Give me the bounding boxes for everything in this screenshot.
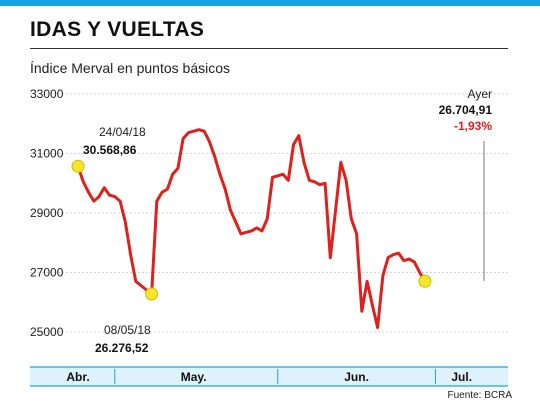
x-tick-label: Jul.: [451, 370, 472, 384]
series-point: [113, 195, 117, 198]
y-tick-label: 29000: [30, 206, 64, 220]
series-point: [381, 274, 385, 277]
x-axis-band: [30, 367, 508, 386]
series-point: [392, 253, 395, 256]
y-tick-label: 31000: [30, 147, 64, 161]
series-point: [160, 190, 164, 194]
series-point: [208, 140, 211, 143]
series-point: [181, 137, 185, 140]
highlight-min-point: [145, 287, 159, 301]
series-point: [323, 182, 327, 185]
series-point: [292, 143, 295, 146]
chart-title: IDAS Y VUELTAS: [30, 18, 205, 41]
top-accent-bar: [0, 0, 540, 6]
merval-series-line: [76, 128, 427, 329]
y-tick-label: 33000: [30, 87, 64, 101]
series-point: [308, 179, 311, 182]
series-point: [255, 226, 258, 230]
x-axis: Abr. May. Jun. Jul.: [66, 369, 472, 384]
series-point: [376, 326, 379, 329]
series-point: [244, 231, 248, 234]
series-point: [407, 257, 411, 261]
series-point: [344, 179, 348, 182]
series-point: [103, 186, 106, 189]
series-point: [134, 280, 138, 283]
series-point: [82, 180, 85, 184]
series-point: [297, 134, 301, 137]
y-tick-labels: 25000 27000 29000 31000 33000: [30, 87, 64, 339]
series-point: [313, 180, 316, 184]
series-point: [239, 232, 243, 236]
series-point: [397, 251, 400, 255]
series-point: [355, 232, 358, 236]
chart-subtitle: Índice Merval en puntos básicos: [30, 60, 230, 76]
series-point: [92, 199, 96, 203]
series-point: [187, 131, 190, 134]
annotation-last-date: Ayer: [468, 87, 492, 101]
source-credit: Fuente: BCRA: [447, 390, 512, 401]
series-point: [339, 161, 343, 164]
annotation-min-date: 08/05/18: [104, 323, 151, 337]
series-point: [118, 199, 122, 203]
series-point: [234, 220, 237, 224]
series-point: [197, 128, 201, 131]
series-point: [166, 187, 169, 191]
series-point: [329, 256, 332, 259]
series-point: [171, 173, 174, 176]
series-point: [87, 190, 90, 194]
series-point: [386, 256, 390, 259]
series-point: [402, 259, 406, 262]
series-point: [97, 195, 101, 198]
annotation-start-value: 30.568,86: [83, 143, 137, 157]
series-point: [155, 199, 159, 203]
annotation-min-value: 26.276,52: [95, 341, 149, 355]
x-tick-label: May.: [181, 370, 207, 384]
highlight-last-point: [418, 274, 432, 288]
series-point: [229, 208, 232, 212]
series-point: [302, 161, 306, 164]
x-tick-label: Jun.: [344, 370, 369, 384]
series-point: [413, 260, 416, 264]
series-point: [418, 271, 422, 274]
series-point: [129, 253, 132, 256]
series-point: [213, 155, 216, 158]
series-point: [350, 217, 353, 221]
series-point: [176, 167, 180, 170]
annotation-last-value: 26.704,91: [439, 103, 493, 117]
series-point: [281, 173, 285, 176]
series-point: [371, 303, 374, 307]
series-point: [223, 187, 227, 191]
y-tick-label: 25000: [30, 325, 64, 339]
series-point: [276, 174, 280, 178]
series-point: [287, 179, 290, 182]
annotation-last-change: -1,93%: [454, 119, 492, 133]
series-point: [334, 208, 337, 212]
series-point: [192, 129, 195, 133]
series-point: [250, 229, 253, 233]
series-point: [260, 229, 264, 233]
series-point: [202, 129, 206, 133]
series-point: [265, 217, 269, 221]
series-point: [108, 193, 111, 197]
series-point: [218, 173, 222, 176]
annotation-start-date: 24/04/18: [99, 125, 146, 139]
title-divider: [30, 48, 508, 49]
series-points: [76, 128, 427, 329]
y-tick-label: 27000: [30, 266, 64, 280]
series-point: [271, 176, 274, 179]
series-point: [360, 309, 364, 313]
x-tick-label: Abr.: [66, 370, 89, 384]
series-point: [318, 183, 322, 186]
series-point: [365, 280, 369, 283]
highlight-start-point: [71, 159, 85, 173]
series-point: [124, 220, 127, 224]
